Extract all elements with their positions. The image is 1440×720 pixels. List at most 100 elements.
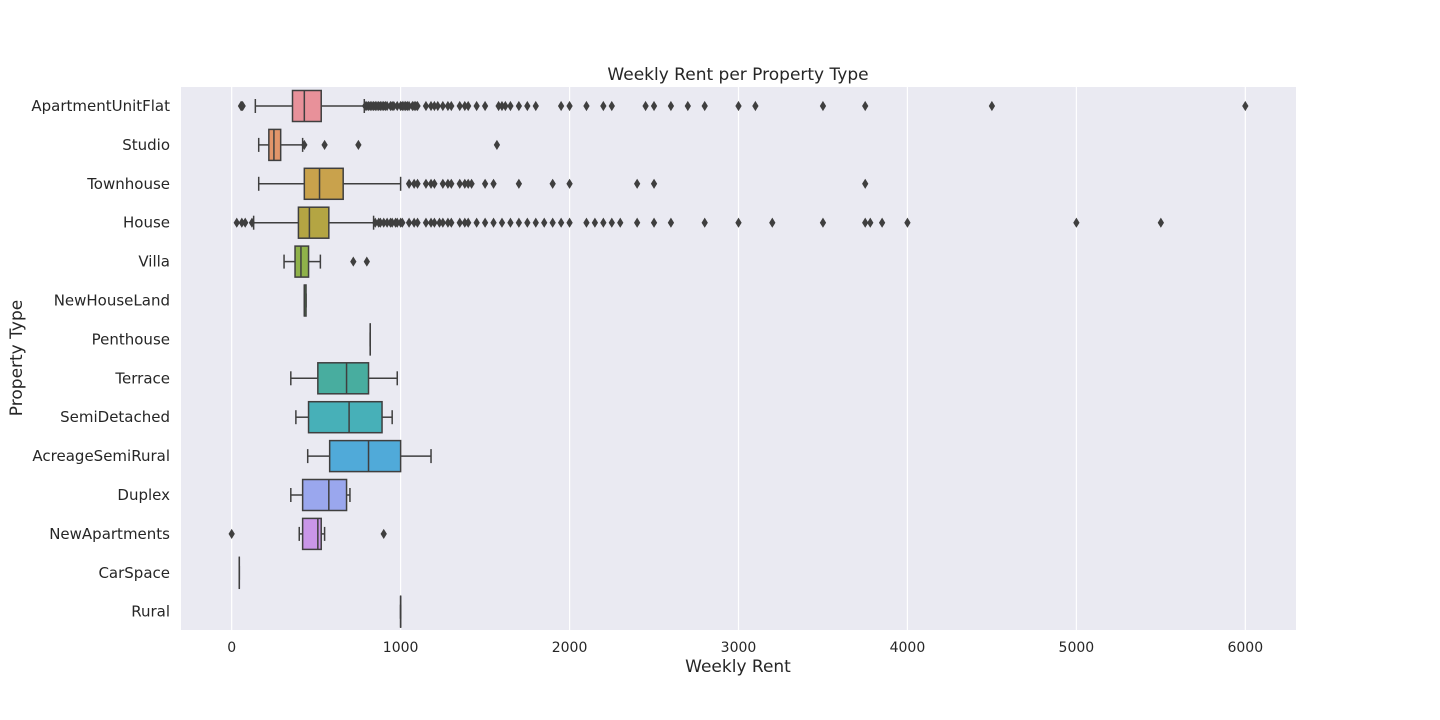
outlier-point — [566, 100, 573, 112]
box-iqr — [297, 206, 330, 239]
outlier-point — [650, 217, 658, 228]
outlier-point — [507, 217, 514, 228]
y-tick-label: CarSpace — [98, 564, 170, 582]
box-terrace — [290, 362, 398, 395]
y-tick-label: SemiDetached — [60, 408, 170, 426]
outlier-point — [233, 217, 240, 228]
x-tick-label: 3000 — [721, 640, 757, 656]
box-duplex — [290, 478, 351, 512]
outlier-point — [448, 178, 455, 189]
outlier-point — [481, 178, 489, 189]
outlier-point — [399, 217, 406, 228]
x-axis-label: Weekly Rent — [685, 657, 791, 677]
outlier-point — [701, 100, 708, 112]
box-villa — [283, 245, 322, 278]
outlier-point — [242, 217, 249, 228]
x-tick-label: 6000 — [1227, 640, 1263, 656]
outlier-point — [650, 178, 658, 189]
outlier-point — [414, 100, 421, 112]
y-tick-label: Penthouse — [92, 330, 170, 348]
outliers — [228, 100, 1249, 539]
outlier-point — [490, 178, 497, 189]
box-iqr — [291, 89, 322, 123]
outlier-point — [566, 217, 573, 228]
box-newhouseland — [303, 284, 307, 317]
outlier-point — [515, 217, 523, 228]
y-tick-label: Villa — [138, 253, 170, 271]
outlier-point — [498, 217, 506, 228]
x-tick-label: 5000 — [1059, 640, 1095, 656]
outlier-point — [490, 217, 497, 228]
outlier-point — [904, 217, 911, 228]
outlier-point — [600, 100, 607, 112]
outlier-point — [473, 217, 480, 228]
outlier-point — [355, 139, 362, 150]
chart-title: Weekly Rent per Property Type — [607, 65, 868, 85]
y-tick-label: ApartmentUnitFlat — [31, 97, 170, 115]
outlier-point — [405, 217, 413, 228]
outlier-point — [431, 217, 438, 228]
outlier-point — [867, 217, 874, 228]
box-acreagesemirural — [306, 439, 432, 473]
outlier-point — [422, 100, 430, 112]
outlier-point — [591, 217, 599, 228]
outlier-point — [228, 528, 235, 539]
y-tick-label: NewHouseLand — [54, 292, 170, 310]
outlier-point — [380, 528, 387, 539]
outlier-point — [414, 217, 421, 228]
outlier-point — [507, 100, 514, 112]
outlier-point — [473, 100, 480, 112]
outlier-point — [819, 217, 827, 228]
outlier-point — [862, 217, 869, 228]
outlier-point — [448, 100, 455, 112]
outlier-point — [465, 100, 472, 112]
outlier-point — [350, 256, 357, 267]
outlier-point — [481, 100, 489, 112]
outlier-point — [321, 139, 328, 150]
outlier-point — [541, 217, 548, 228]
outlier-point — [422, 217, 430, 228]
y-tick-label: House — [123, 214, 170, 232]
outlier-point — [439, 178, 447, 189]
outlier-point — [422, 178, 430, 189]
outlier-point — [1242, 100, 1249, 112]
outlier-point — [819, 100, 827, 112]
outlier-point — [515, 178, 523, 189]
outlier-point — [600, 217, 607, 228]
outlier-point — [557, 217, 565, 228]
outlier-point — [650, 100, 658, 112]
outlier-point — [434, 100, 441, 112]
box-semidetached — [295, 400, 393, 434]
outlier-point — [493, 139, 501, 150]
outlier-point — [735, 217, 742, 228]
outlier-point — [701, 217, 708, 228]
outlier-point — [1073, 217, 1080, 228]
box-iqr — [268, 128, 282, 162]
outlier-point — [667, 100, 675, 112]
box-iqr — [307, 400, 383, 434]
x-tick-label: 4000 — [890, 640, 926, 656]
outlier-point — [566, 178, 573, 189]
box-iqr — [301, 517, 322, 551]
box-iqr — [301, 478, 348, 512]
outlier-point — [557, 100, 565, 112]
outlier-point — [481, 217, 489, 228]
outlier-point — [769, 217, 776, 228]
box-iqr — [294, 245, 310, 278]
outlier-point — [549, 217, 556, 228]
outlier-point — [617, 217, 624, 228]
outlier-point — [448, 217, 455, 228]
outlier-point — [524, 217, 531, 228]
outlier-point — [862, 100, 869, 112]
outlier-point — [633, 178, 641, 189]
outlier-point — [583, 100, 590, 112]
outlier-point — [988, 100, 996, 112]
outlier-point — [532, 100, 539, 112]
y-tick-labels: ApartmentUnitFlat Studio Townhouse House Vil… — [31, 97, 170, 621]
outlier-point — [239, 100, 246, 112]
outlier-point — [735, 100, 742, 112]
outlier-point — [363, 256, 370, 267]
outlier-point — [431, 178, 438, 189]
